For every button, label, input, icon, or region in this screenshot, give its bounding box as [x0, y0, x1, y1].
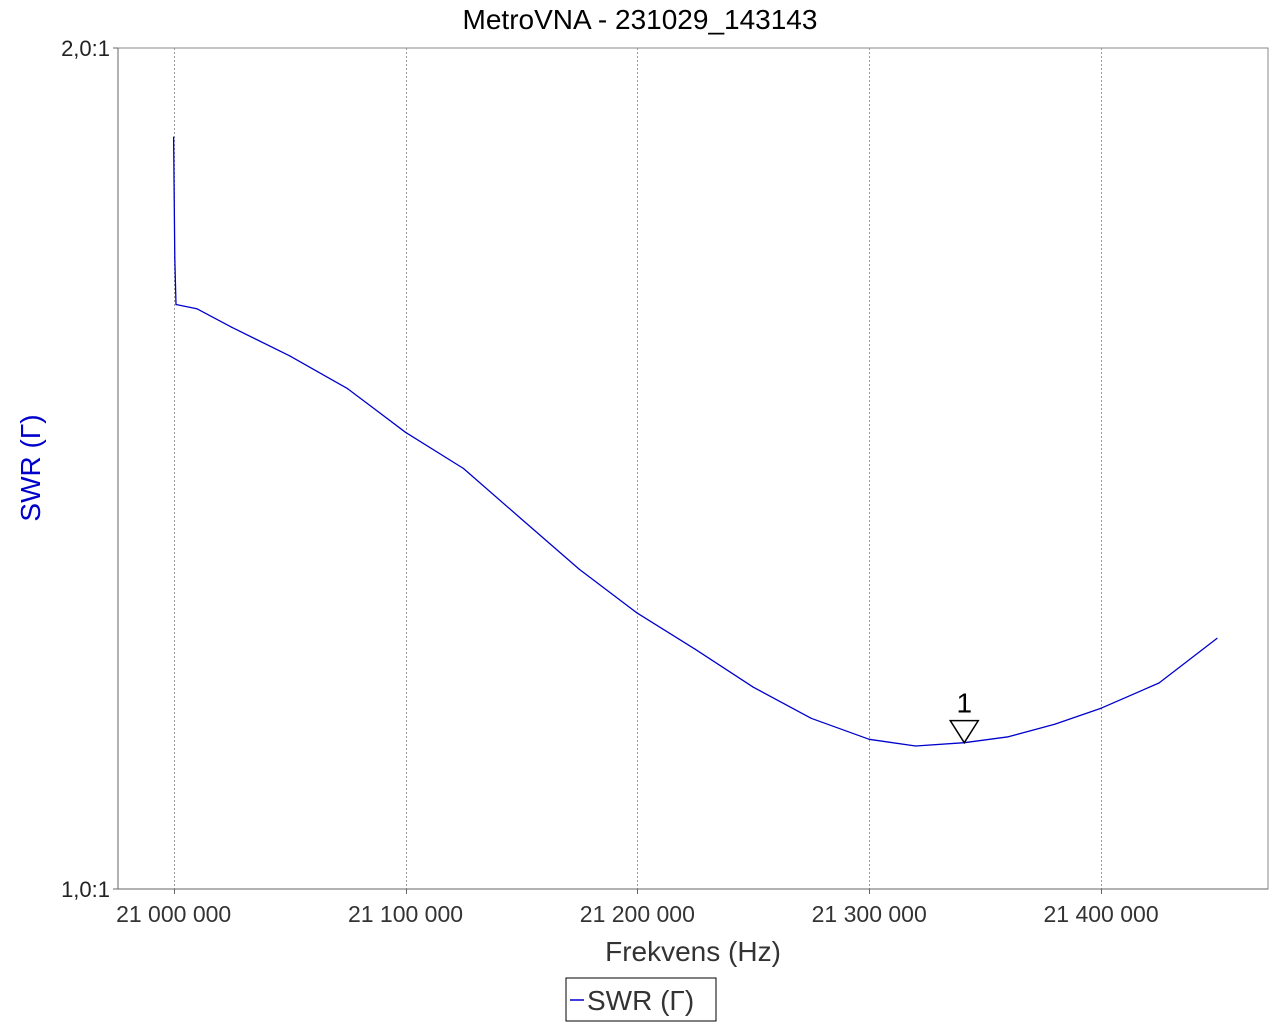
x-tick-label-0: 21 000 000	[116, 901, 231, 927]
data-point-0-20	[1100, 707, 1102, 709]
data-point-0-10	[578, 568, 581, 571]
data-point-0-19	[1054, 723, 1056, 725]
y-tick-label-0: 1,0:1	[61, 877, 110, 902]
data-point-0-15	[868, 738, 870, 740]
data-point-0-4	[231, 326, 233, 328]
x-tick-label-2: 21 200 000	[580, 901, 695, 927]
x-tick-label-3: 21 300 000	[812, 901, 927, 927]
data-point-0-13	[752, 686, 754, 688]
data-point-0-6	[346, 388, 349, 390]
x-tick-label-4: 21 400 000	[1044, 901, 1159, 927]
data-point-0-7	[404, 431, 407, 433]
data-point-0-14	[810, 717, 812, 719]
data-point-0-1	[174, 257, 176, 259]
y-ticks: 1,0:1 2,0:1	[61, 36, 118, 902]
data-point-0-3	[196, 308, 198, 310]
data-point-0-16	[915, 745, 917, 747]
x-ticks: 21 000 000 21 100 000 21 200 000 21 300 000…	[116, 889, 1159, 927]
grid-lines	[174, 48, 1102, 889]
x-tick-label-1: 21 100 000	[348, 901, 463, 927]
data-point-0-18	[1007, 736, 1009, 738]
series-line-0	[172, 137, 1218, 747]
y-tick-label-1: 2,0:1	[61, 36, 110, 61]
y-axis-label: SWR (Γ)	[15, 414, 46, 521]
data-point-0-8	[462, 467, 465, 470]
data-point-0-0	[173, 136, 175, 138]
data-point-0-5	[289, 355, 291, 357]
x-axis-label: Frekvens (Hz)	[605, 936, 781, 967]
marker-triangle-0	[948, 719, 980, 745]
data-point-0-11	[636, 612, 639, 614]
plot-frame	[117, 47, 1269, 890]
data-point-0-9	[520, 518, 523, 520]
markers-group: 1	[948, 688, 980, 745]
marker-label-0: 1	[956, 688, 972, 719]
data-point-0-12	[694, 648, 696, 650]
chart-title: MetroVNA - 231029_143143	[463, 4, 818, 35]
data-point-0-22	[1216, 637, 1218, 640]
legend: SWR (Γ)	[565, 977, 717, 1022]
data-point-0-21	[1158, 682, 1160, 684]
data-point-0-2	[175, 303, 177, 306]
legend-box	[565, 977, 717, 1022]
series-group	[172, 136, 1218, 747]
legend-entry: SWR (Γ)	[587, 985, 694, 1016]
